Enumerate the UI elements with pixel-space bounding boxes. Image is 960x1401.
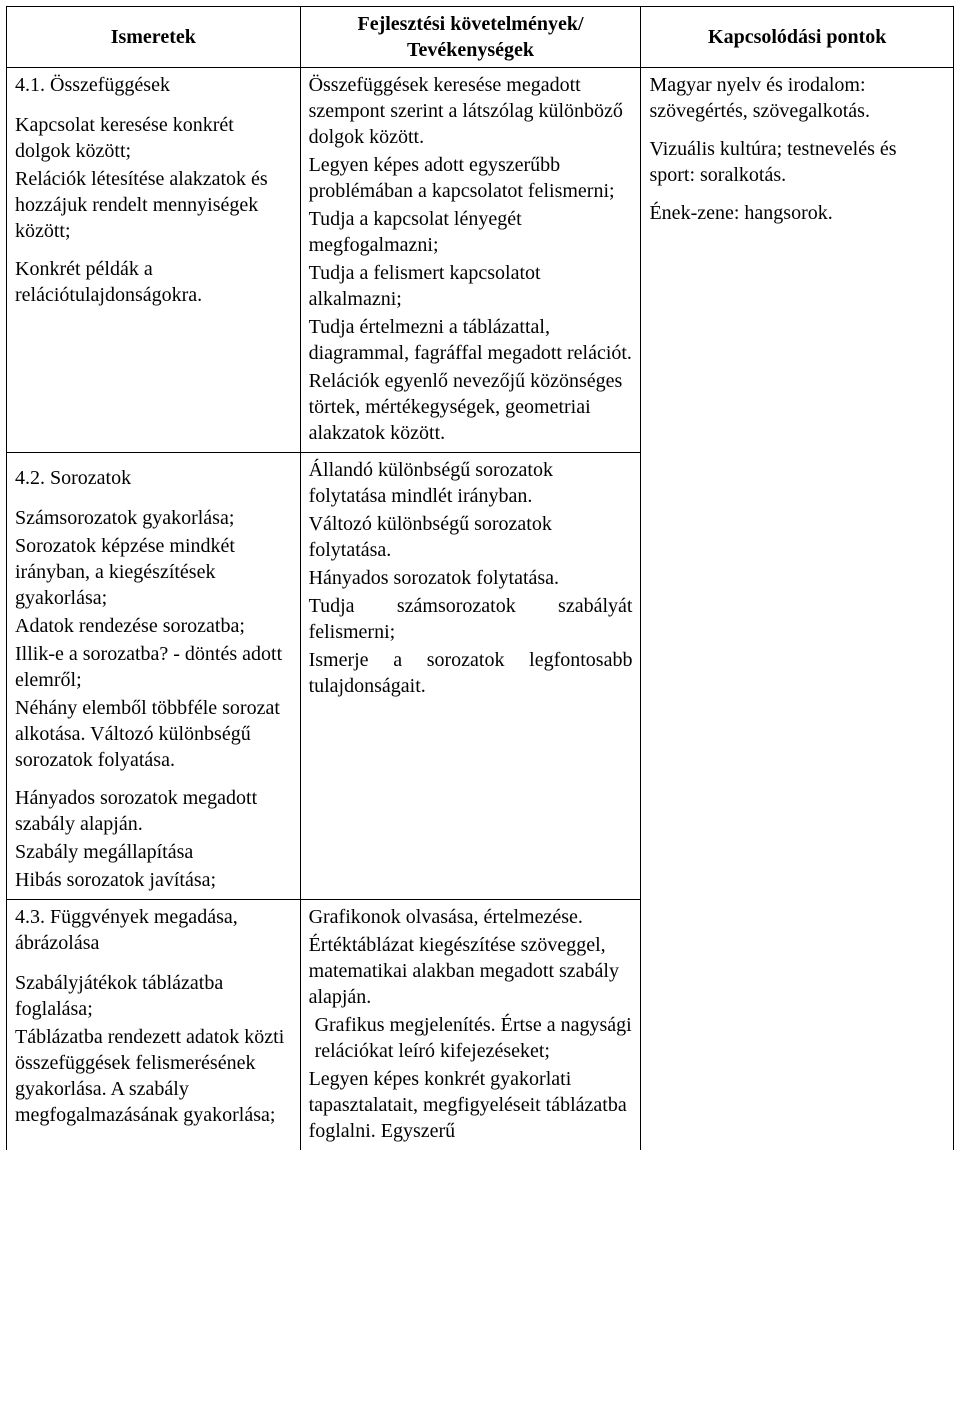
ismeretek-42-p4: Illik-e a sorozatba? - döntés adott elem…	[15, 641, 292, 693]
fejlesztesi-41-p5: Tudja értelmezni a táblázattal, diagramm…	[309, 314, 633, 366]
fejlesztesi-41-p2: Legyen képes adott egyszerűbb problémába…	[309, 152, 633, 204]
ismeretek-43-p1: Szabályjátékok táblázatba foglalása;	[15, 970, 292, 1022]
ismeretek-41-p1: Kapcsolat keresése konkrét dolgok között…	[15, 112, 292, 164]
row-1: 4.1. Összefüggések Kapcsolat keresése ko…	[7, 68, 954, 453]
header-row: Ismeretek Fejlesztési követelmények/ Tev…	[7, 7, 954, 68]
header-kapcsolodasi: Kapcsolódási pontok	[641, 7, 954, 68]
kapcsolodasi-p1: Magyar nyelv és irodalom: szövegértés, s…	[649, 72, 945, 124]
fejlesztesi-42-p4: Tudja számsorozatok szabályát felismerni…	[309, 593, 633, 645]
fejlesztesi-43-p4: Legyen képes konkrét gyakorlati tapaszta…	[309, 1066, 633, 1144]
ismeretek-42-p3: Adatok rendezése sorozatba;	[15, 613, 292, 639]
ismeretek-42-p6: Hányados sorozatok megadott szabály alap…	[15, 785, 292, 837]
cell-kapcsolodasi-1: Magyar nyelv és irodalom: szövegértés, s…	[641, 68, 954, 1151]
header-fejlesztesi-line2: Tevékenységek	[407, 39, 534, 61]
ismeretek-42-p8: Hibás sorozatok javítása;	[15, 867, 292, 893]
ismeretek-42-p7: Szabály megállapítása	[15, 839, 292, 865]
ismeretek-42-p2: Sorozatok képzése mindkét irányban, a ki…	[15, 533, 292, 611]
ismeretek-42-p5: Néhány elemből többféle sorozat alkotása…	[15, 695, 292, 773]
cell-ismeretek-3: 4.3. Függvények megadása, ábrázolása Sza…	[7, 900, 301, 1151]
cell-ismeretek-2: 4.2. Sorozatok Számsorozatok gyakorlása;…	[7, 453, 301, 900]
section-title-41: 4.1. Összefüggések	[15, 72, 292, 98]
fejlesztesi-43-p2: Értéktáblázat kiegészítése szöveggel, ma…	[309, 932, 633, 1010]
cell-fejlesztesi-3: Grafikonok olvasása, értelmezése. Értékt…	[300, 900, 641, 1151]
curriculum-table: Ismeretek Fejlesztési követelmények/ Tev…	[6, 6, 954, 1150]
fejlesztesi-42-p3: Hányados sorozatok folytatása.	[309, 565, 633, 591]
fejlesztesi-41-p4: Tudja a felismert kapcsolatot alkalmazni…	[309, 260, 633, 312]
ismeretek-43-p2: Táblázatba rendezett adatok közti összef…	[15, 1024, 292, 1128]
cell-fejlesztesi-1: Összefüggések keresése megadott szempont…	[300, 68, 641, 453]
cell-fejlesztesi-2: Állandó különbségű sorozatok folytatása …	[300, 453, 641, 900]
header-fejlesztesi-line1: Fejlesztési követelmények/	[357, 13, 583, 35]
fejlesztesi-42-p5: Ismerje a sorozatok legfontosabb tulajdo…	[309, 647, 633, 699]
header-fejlesztesi: Fejlesztési követelmények/ Tevékenységek	[300, 7, 641, 68]
ismeretek-41-p3: Konkrét példák a relációtulajdonságokra.	[15, 256, 292, 308]
header-ismeretek: Ismeretek	[7, 7, 301, 68]
fejlesztesi-43-p1: Grafikonok olvasása, értelmezése.	[309, 904, 633, 930]
fejlesztesi-41-p1: Összefüggések keresése megadott szempont…	[309, 72, 633, 150]
section-title-42: 4.2. Sorozatok	[15, 465, 292, 491]
ismeretek-41-p2: Relációk létesítése alakzatok és hozzáju…	[15, 166, 292, 244]
section-title-43: 4.3. Függvények megadása, ábrázolása	[15, 904, 292, 956]
ismeretek-42-p1: Számsorozatok gyakorlása;	[15, 505, 292, 531]
kapcsolodasi-p3: Ének-zene: hangsorok.	[649, 200, 945, 226]
fejlesztesi-42-p2: Változó különbségű sorozatok folytatása.	[309, 511, 633, 563]
fejlesztesi-41-p6: Relációk egyenlő nevezőjű közönséges tör…	[309, 368, 633, 446]
kapcsolodasi-p2: Vizuális kultúra; testnevelés és sport: …	[649, 136, 945, 188]
cell-ismeretek-1: 4.1. Összefüggések Kapcsolat keresése ko…	[7, 68, 301, 453]
fejlesztesi-42-p1: Állandó különbségű sorozatok folytatása …	[309, 457, 633, 509]
fejlesztesi-41-p3: Tudja a kapcsolat lényegét megfogalmazni…	[309, 206, 633, 258]
fejlesztesi-43-p3: Grafikus megjelenítés. Értse a nagysági …	[309, 1012, 633, 1064]
